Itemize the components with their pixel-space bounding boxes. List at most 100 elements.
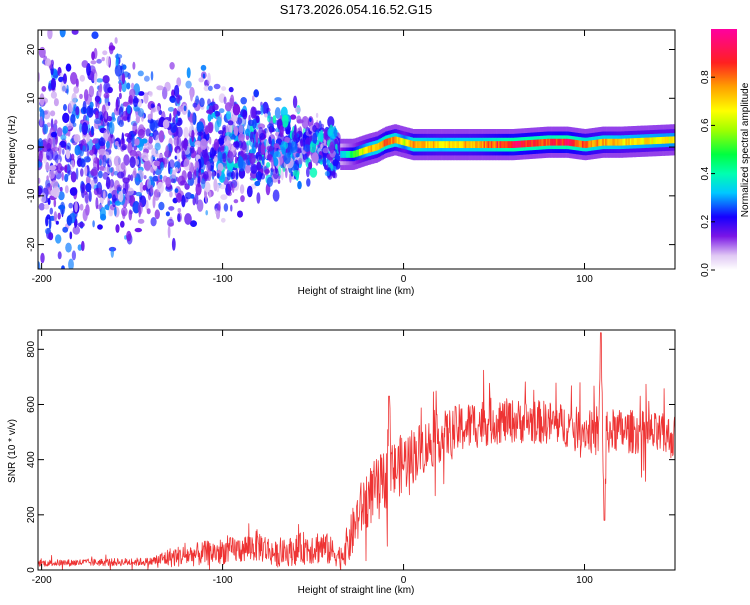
spectrogram-blob (239, 184, 245, 195)
spectrogram-blob (116, 184, 123, 191)
spectrogram-blob (98, 85, 102, 98)
spectrogram-ridge-cell (503, 141, 506, 148)
spectrogram-blob (102, 172, 109, 180)
colorbar-label: Normalized spectral amplitude (740, 82, 750, 217)
spectrogram-blob (283, 137, 291, 144)
spectrogram-ridge-cell (463, 141, 466, 148)
spectrogram-blob (45, 179, 51, 189)
spectrogram-ridge-cell (534, 139, 536, 147)
spectrogram-ridge-cell (418, 141, 421, 148)
spectrogram-blob (238, 124, 244, 135)
spectrogram-blob (79, 123, 83, 133)
spectrogram-blob (235, 140, 240, 150)
spectrogram-ridge-cell (443, 141, 445, 148)
spectrogram-blob (174, 161, 181, 170)
spectrogram-blob (232, 113, 238, 123)
spectrogram-ridge-cell (354, 150, 357, 158)
spectrogram-blob (214, 110, 221, 117)
spectrogram-blob (135, 191, 142, 197)
spectrogram-blob (266, 162, 271, 168)
spectrogram-blob (122, 64, 127, 70)
spectrogram-ridge-cell (647, 137, 649, 145)
spectrogram-ridge-cell (386, 138, 389, 146)
spectrogram-ridge-cell (432, 141, 435, 148)
spectrogram-blob (222, 124, 227, 132)
spectrogram-blob (100, 118, 108, 127)
spectrogram-blob (84, 165, 88, 176)
spectrogram-blob (87, 135, 91, 142)
spectrogram-blob (214, 208, 218, 215)
spectrogram-ridge-cell (492, 141, 494, 148)
spectrogram-blob (51, 180, 59, 188)
spectrogram-ridge-cell (579, 140, 581, 148)
spectrogram-ridge-cell (648, 137, 651, 145)
snr-x-tick-label: 100 (576, 575, 593, 586)
spectrogram-blob (79, 93, 83, 100)
spectrogram-blob (283, 147, 286, 157)
spectrogram-blob (84, 191, 89, 204)
spectrogram-blob (224, 102, 232, 112)
spectrogram-blob (300, 138, 304, 147)
spectrogram-y-tick-label: 20 (26, 44, 37, 56)
spectrogram-blob (118, 191, 124, 203)
spectrogram-blob (102, 154, 107, 168)
spectrogram-blob (81, 60, 89, 68)
spectrogram-blob (129, 88, 136, 98)
spectrogram-blob (209, 147, 215, 160)
chart-title: S173.2026.054.16.52.G15 (280, 2, 433, 17)
spectrogram-blob (143, 92, 149, 104)
spectrogram-blob (185, 80, 192, 89)
spectrogram-blob (113, 155, 121, 167)
spectrogram-ridge-cell (356, 149, 358, 157)
spectrogram-blob (204, 126, 209, 135)
spectrogram-blob (107, 115, 113, 122)
spectrogram-blob (60, 134, 67, 141)
spectrogram-blob (38, 202, 45, 211)
spectrogram-blob (190, 89, 193, 102)
spectrogram-blob (114, 207, 117, 217)
spectrogram-blob (218, 108, 225, 114)
spectrogram-ridge-cell (435, 141, 438, 148)
spectrogram-blob (66, 84, 69, 95)
spectrogram-blob (114, 64, 123, 77)
spectrogram-blob (165, 145, 169, 158)
spectrogram-ridge-cell (592, 140, 594, 147)
spectrogram-blob (211, 171, 216, 177)
spectrogram-ridge-cell (551, 138, 554, 146)
spectrogram-blob (40, 252, 45, 264)
spectrogram-ridge-cell (466, 141, 468, 148)
spectrogram-blob (312, 132, 318, 145)
spectrogram-blob (223, 96, 227, 105)
spectrogram-blob (70, 171, 77, 183)
spectrogram-blob (80, 168, 84, 177)
spectrogram-ridge-cell (606, 138, 609, 146)
spectrogram-ridge-cell (389, 137, 392, 145)
spectrogram-blob (121, 143, 128, 151)
spectrogram-blob (129, 149, 137, 157)
spectrogram-blob (77, 222, 85, 228)
spectrogram-blob (156, 153, 164, 159)
spectrogram-blob (70, 72, 78, 85)
spectrogram-ridge-cell (370, 145, 373, 152)
spectrogram-blob (150, 167, 154, 173)
spectrogram-ridge-cell (376, 143, 379, 151)
spectrogram-blob (318, 120, 322, 132)
spectrogram-blob (48, 82, 52, 92)
spectrogram-ridge-cell (451, 141, 454, 148)
spectrogram-blob (137, 218, 145, 224)
spectrogram-ridge-cell (372, 144, 374, 152)
spectrogram-blob (82, 100, 87, 114)
spectrogram-blob (49, 138, 57, 151)
spectrogram-blob (65, 149, 71, 160)
spectrogram-blob (88, 190, 92, 202)
spectrogram-blob (232, 103, 241, 116)
spectrogram-blob (295, 152, 300, 158)
spectrogram-blob (208, 105, 214, 115)
spectrogram-blob (274, 107, 281, 119)
spectrogram-blob (233, 199, 239, 204)
spectrogram-blob (41, 86, 47, 92)
spectrogram-blob (226, 151, 234, 164)
spectrogram-blob (103, 92, 110, 99)
spectrogram-blob (218, 130, 224, 135)
spectrogram-blob (106, 141, 110, 149)
